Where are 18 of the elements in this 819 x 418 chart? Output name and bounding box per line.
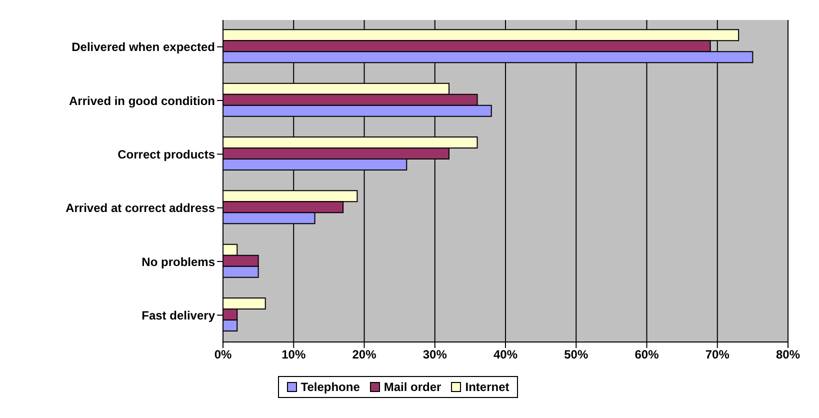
x-tick-label: 30% bbox=[422, 348, 448, 362]
x-tick-label: 0% bbox=[214, 348, 232, 362]
legend-label: Mail order bbox=[382, 380, 442, 394]
y-tick-label: Correct products bbox=[118, 147, 216, 162]
legend-label: Internet bbox=[464, 380, 510, 394]
y-tick-label: No problems bbox=[142, 254, 216, 269]
x-tick-label: 40% bbox=[493, 348, 518, 362]
x-tick-label: 20% bbox=[352, 348, 377, 362]
x-tick-label: 70% bbox=[705, 348, 730, 362]
legend-label: Telephone bbox=[300, 380, 360, 394]
y-tick-label: Delivered when expected bbox=[72, 40, 215, 54]
y-tick-label: Arrived in good condition bbox=[69, 94, 215, 108]
x-tick-label: 60% bbox=[634, 348, 660, 362]
x-tick-label: 50% bbox=[564, 348, 588, 362]
x-tick-label: 10% bbox=[282, 348, 306, 362]
x-tick-label: 80% bbox=[776, 348, 800, 362]
y-tick-label: Fast delivery bbox=[142, 308, 216, 322]
y-tick-label: Arrived at correct address bbox=[66, 201, 216, 216]
